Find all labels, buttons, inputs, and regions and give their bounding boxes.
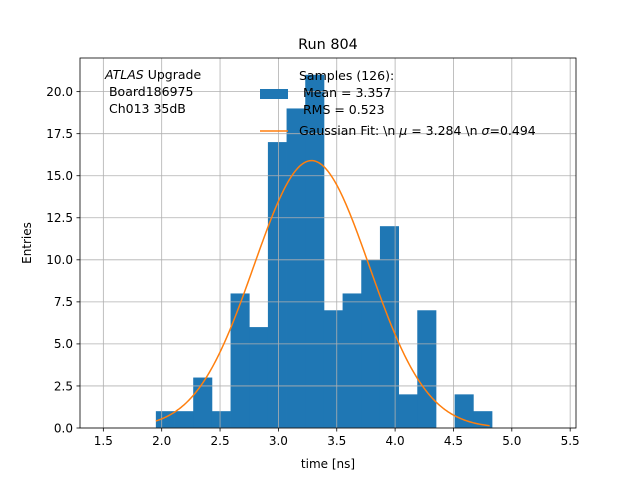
legend-samples-line-3: RMS = 0.523 <box>299 102 385 117</box>
legend-samples-line-2: Mean = 3.357 <box>299 85 391 100</box>
x-tick-label: 4.5 <box>444 434 463 448</box>
x-tick-label: 5.0 <box>502 434 521 448</box>
x-tick-label: 5.5 <box>561 434 580 448</box>
histogram-bar <box>379 226 400 428</box>
legend-fit-prefix: Gaussian Fit: \n <box>299 123 399 138</box>
histogram-bar <box>230 293 250 428</box>
x-tick-label: 2.0 <box>152 434 171 448</box>
legend-samples-swatch <box>260 89 288 99</box>
histogram-bar <box>249 327 269 428</box>
histogram-bar <box>174 411 194 428</box>
legend-fit-mu: μ <box>398 123 407 138</box>
legend-fit-label: Gaussian Fit: \n μ = 3.284 \n σ=0.494 <box>299 123 536 138</box>
legend-fit-mid: = 3.284 \n <box>407 123 481 138</box>
histogram-bar <box>323 310 343 428</box>
y-tick-label: 10.0 <box>46 253 73 267</box>
y-axis-label: Entries <box>20 222 34 264</box>
y-tick-label: 15.0 <box>46 169 73 183</box>
y-tick-label: 20.0 <box>46 85 73 99</box>
legend-samples-line-1: Samples (126): <box>299 68 394 83</box>
histogram-bar <box>417 310 437 428</box>
plot-frame <box>79 57 577 429</box>
histogram-bar <box>211 411 231 428</box>
legend: Samples (126): Mean = 3.357 RMS = 0.523 … <box>260 68 536 138</box>
gaussian-fit-curve <box>155 159 490 427</box>
y-tick-label: 7.5 <box>54 295 73 309</box>
x-axis-label: time [ns] <box>301 457 355 471</box>
annotation-line-3: Ch013 35dB <box>105 101 186 116</box>
y-tick-label: 5.0 <box>54 337 73 351</box>
histogram-bar <box>286 108 306 429</box>
histogram-bar <box>193 377 213 428</box>
chart-title: Run 804 <box>298 37 358 53</box>
atlas-label: ATLAS <box>104 67 144 82</box>
histogram-bar <box>398 394 418 428</box>
y-tick-label: 2.5 <box>54 379 73 393</box>
y-tick-label: 12.5 <box>46 211 73 225</box>
x-tick-label: 2.5 <box>211 434 230 448</box>
annotation-line-2: Board186975 <box>105 84 193 99</box>
y-tick-label: 0.0 <box>54 421 73 435</box>
histogram-bar <box>342 293 362 428</box>
upgrade-label: Upgrade <box>144 67 202 82</box>
x-tick-label: 3.0 <box>269 434 288 448</box>
legend-fit-sigma: σ <box>482 123 491 138</box>
histogram-bar <box>454 394 474 428</box>
x-tick-label: 3.5 <box>327 434 346 448</box>
y-tick-label: 17.5 <box>46 127 73 141</box>
atlas-annotation: ATLAS Upgrade Board186975 Ch013 35dB <box>104 67 201 116</box>
y-axis-ticks: 0.0 2.5 5.0 7.5 10.0 12.5 15.0 17.5 20.0 <box>46 85 80 435</box>
x-tick-label: 1.5 <box>94 434 113 448</box>
x-tick-label: 4.0 <box>386 434 405 448</box>
legend-fit-suffix: =0.494 <box>489 123 535 138</box>
annotation-line-1: ATLAS Upgrade <box>104 67 201 82</box>
histogram-bar <box>267 142 287 428</box>
x-axis-ticks: 1.5 2.0 2.5 3.0 3.5 4.0 4.5 5.0 5.5 <box>94 428 580 448</box>
